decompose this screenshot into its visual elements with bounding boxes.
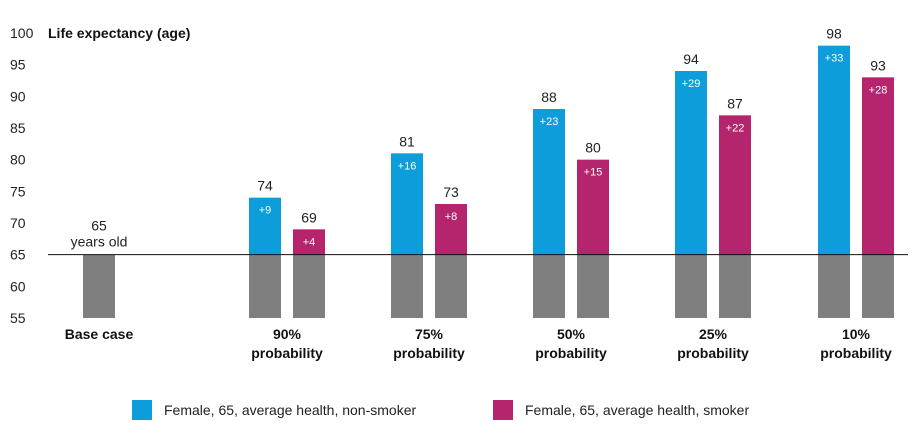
- bar-base-smoker-3: [719, 254, 751, 318]
- bar-base-smoker-4: [862, 254, 894, 318]
- bar-base-non-smoker-0: [249, 254, 281, 318]
- delta-label-non-smoker-2: +23: [540, 116, 559, 128]
- base-case-sublabel: years old: [71, 234, 128, 250]
- value-label-non-smoker-1: 81: [399, 133, 415, 149]
- value-label-non-smoker-0: 74: [257, 178, 273, 194]
- bar-non-smoker-4: [818, 45, 850, 255]
- category-label-2-line-0: 50%: [557, 326, 586, 342]
- delta-label-non-smoker-4: +33: [825, 53, 844, 65]
- delta-label-non-smoker-3: +29: [682, 78, 701, 90]
- y-axis: 55 60 65 70 75 80 85 90 95 100: [10, 25, 34, 326]
- delta-label-non-smoker-1: +16: [398, 160, 417, 172]
- y-tick-80: 80: [10, 152, 26, 168]
- category-label-3-line-1: probability: [677, 345, 749, 361]
- life-expectancy-chart: Life expectancy (age) 55 60 65 70 75 80 85 90 95…: [10, 25, 908, 361]
- delta-label-smoker-0: +4: [303, 236, 316, 248]
- bar-non-smoker-3: [675, 71, 707, 255]
- legend-label-smoker: Female, 65, average health, smoker: [525, 402, 750, 418]
- legend-item-smoker: Female, 65, average health, smoker: [493, 400, 749, 420]
- category-label-0-line-0: 90%: [273, 326, 302, 342]
- bar-base-smoker-0: [293, 254, 325, 318]
- bar-smoker-4: [862, 77, 894, 255]
- y-tick-90: 90: [10, 88, 26, 104]
- value-label-non-smoker-3: 94: [683, 51, 699, 67]
- bar-base-non-smoker-3: [675, 254, 707, 318]
- legend-swatch-smoker: [493, 400, 513, 420]
- bar-smoker-1: [435, 204, 467, 255]
- category-label-3-line-0: 25%: [699, 326, 728, 342]
- y-tick-95: 95: [10, 57, 26, 73]
- bar-non-smoker-2: [533, 109, 565, 255]
- y-tick-65: 65: [10, 247, 26, 263]
- category-label-base-case: Base case: [65, 326, 134, 342]
- bar-smoker-0: [293, 229, 325, 255]
- chart-title: Life expectancy (age): [48, 25, 190, 41]
- value-label-smoker-3: 87: [727, 95, 743, 111]
- delta-label-smoker-2: +15: [584, 167, 603, 179]
- bar-base-non-smoker-1: [391, 254, 423, 318]
- value-label-smoker-0: 69: [301, 209, 317, 225]
- value-label-smoker-1: 73: [443, 184, 459, 200]
- category-label-4-line-0: 10%: [842, 326, 871, 342]
- y-tick-75: 75: [10, 183, 26, 199]
- category-label-0-line-1: probability: [251, 345, 323, 361]
- bar-base-non-smoker-2: [533, 254, 565, 318]
- value-label-smoker-2: 80: [585, 140, 601, 156]
- legend-label-non-smoker: Female, 65, average health, non-smoker: [164, 402, 417, 418]
- category-label-2-line-1: probability: [535, 345, 607, 361]
- value-label-base-case: 65: [91, 218, 107, 234]
- value-label-non-smoker-4: 98: [826, 26, 842, 42]
- value-label-non-smoker-2: 88: [541, 89, 557, 105]
- category-label-1-line-0: 75%: [415, 326, 444, 342]
- delta-label-non-smoker-0: +9: [259, 205, 272, 217]
- category-label-1-line-1: probability: [393, 345, 465, 361]
- legend-swatch-non-smoker: [132, 400, 152, 420]
- delta-label-smoker-3: +22: [726, 122, 745, 134]
- bar-non-smoker-1: [391, 153, 423, 255]
- y-tick-85: 85: [10, 120, 26, 136]
- y-tick-70: 70: [10, 215, 26, 231]
- bars: [83, 45, 894, 318]
- category-label-4-line-1: probability: [820, 345, 892, 361]
- category-labels: Base case 90% probability 75% probability 50%…: [65, 326, 892, 361]
- y-tick-55: 55: [10, 310, 26, 326]
- legend-item-non-smoker: Female, 65, average health, non-smoker: [132, 400, 416, 420]
- bar-base-smoker-2: [577, 254, 609, 318]
- delta-label-smoker-4: +28: [869, 84, 888, 96]
- bar-base-non-smoker-4: [818, 254, 850, 318]
- value-label-smoker-4: 93: [870, 57, 886, 73]
- y-tick-60: 60: [10, 278, 26, 294]
- bar-smoker-2: [577, 159, 609, 255]
- bar-non-smoker-0: [249, 197, 281, 255]
- bar-base-case: [83, 254, 115, 318]
- delta-label-smoker-1: +8: [445, 211, 458, 223]
- bar-smoker-3: [719, 115, 751, 255]
- bar-base-smoker-1: [435, 254, 467, 318]
- y-tick-100: 100: [10, 25, 34, 41]
